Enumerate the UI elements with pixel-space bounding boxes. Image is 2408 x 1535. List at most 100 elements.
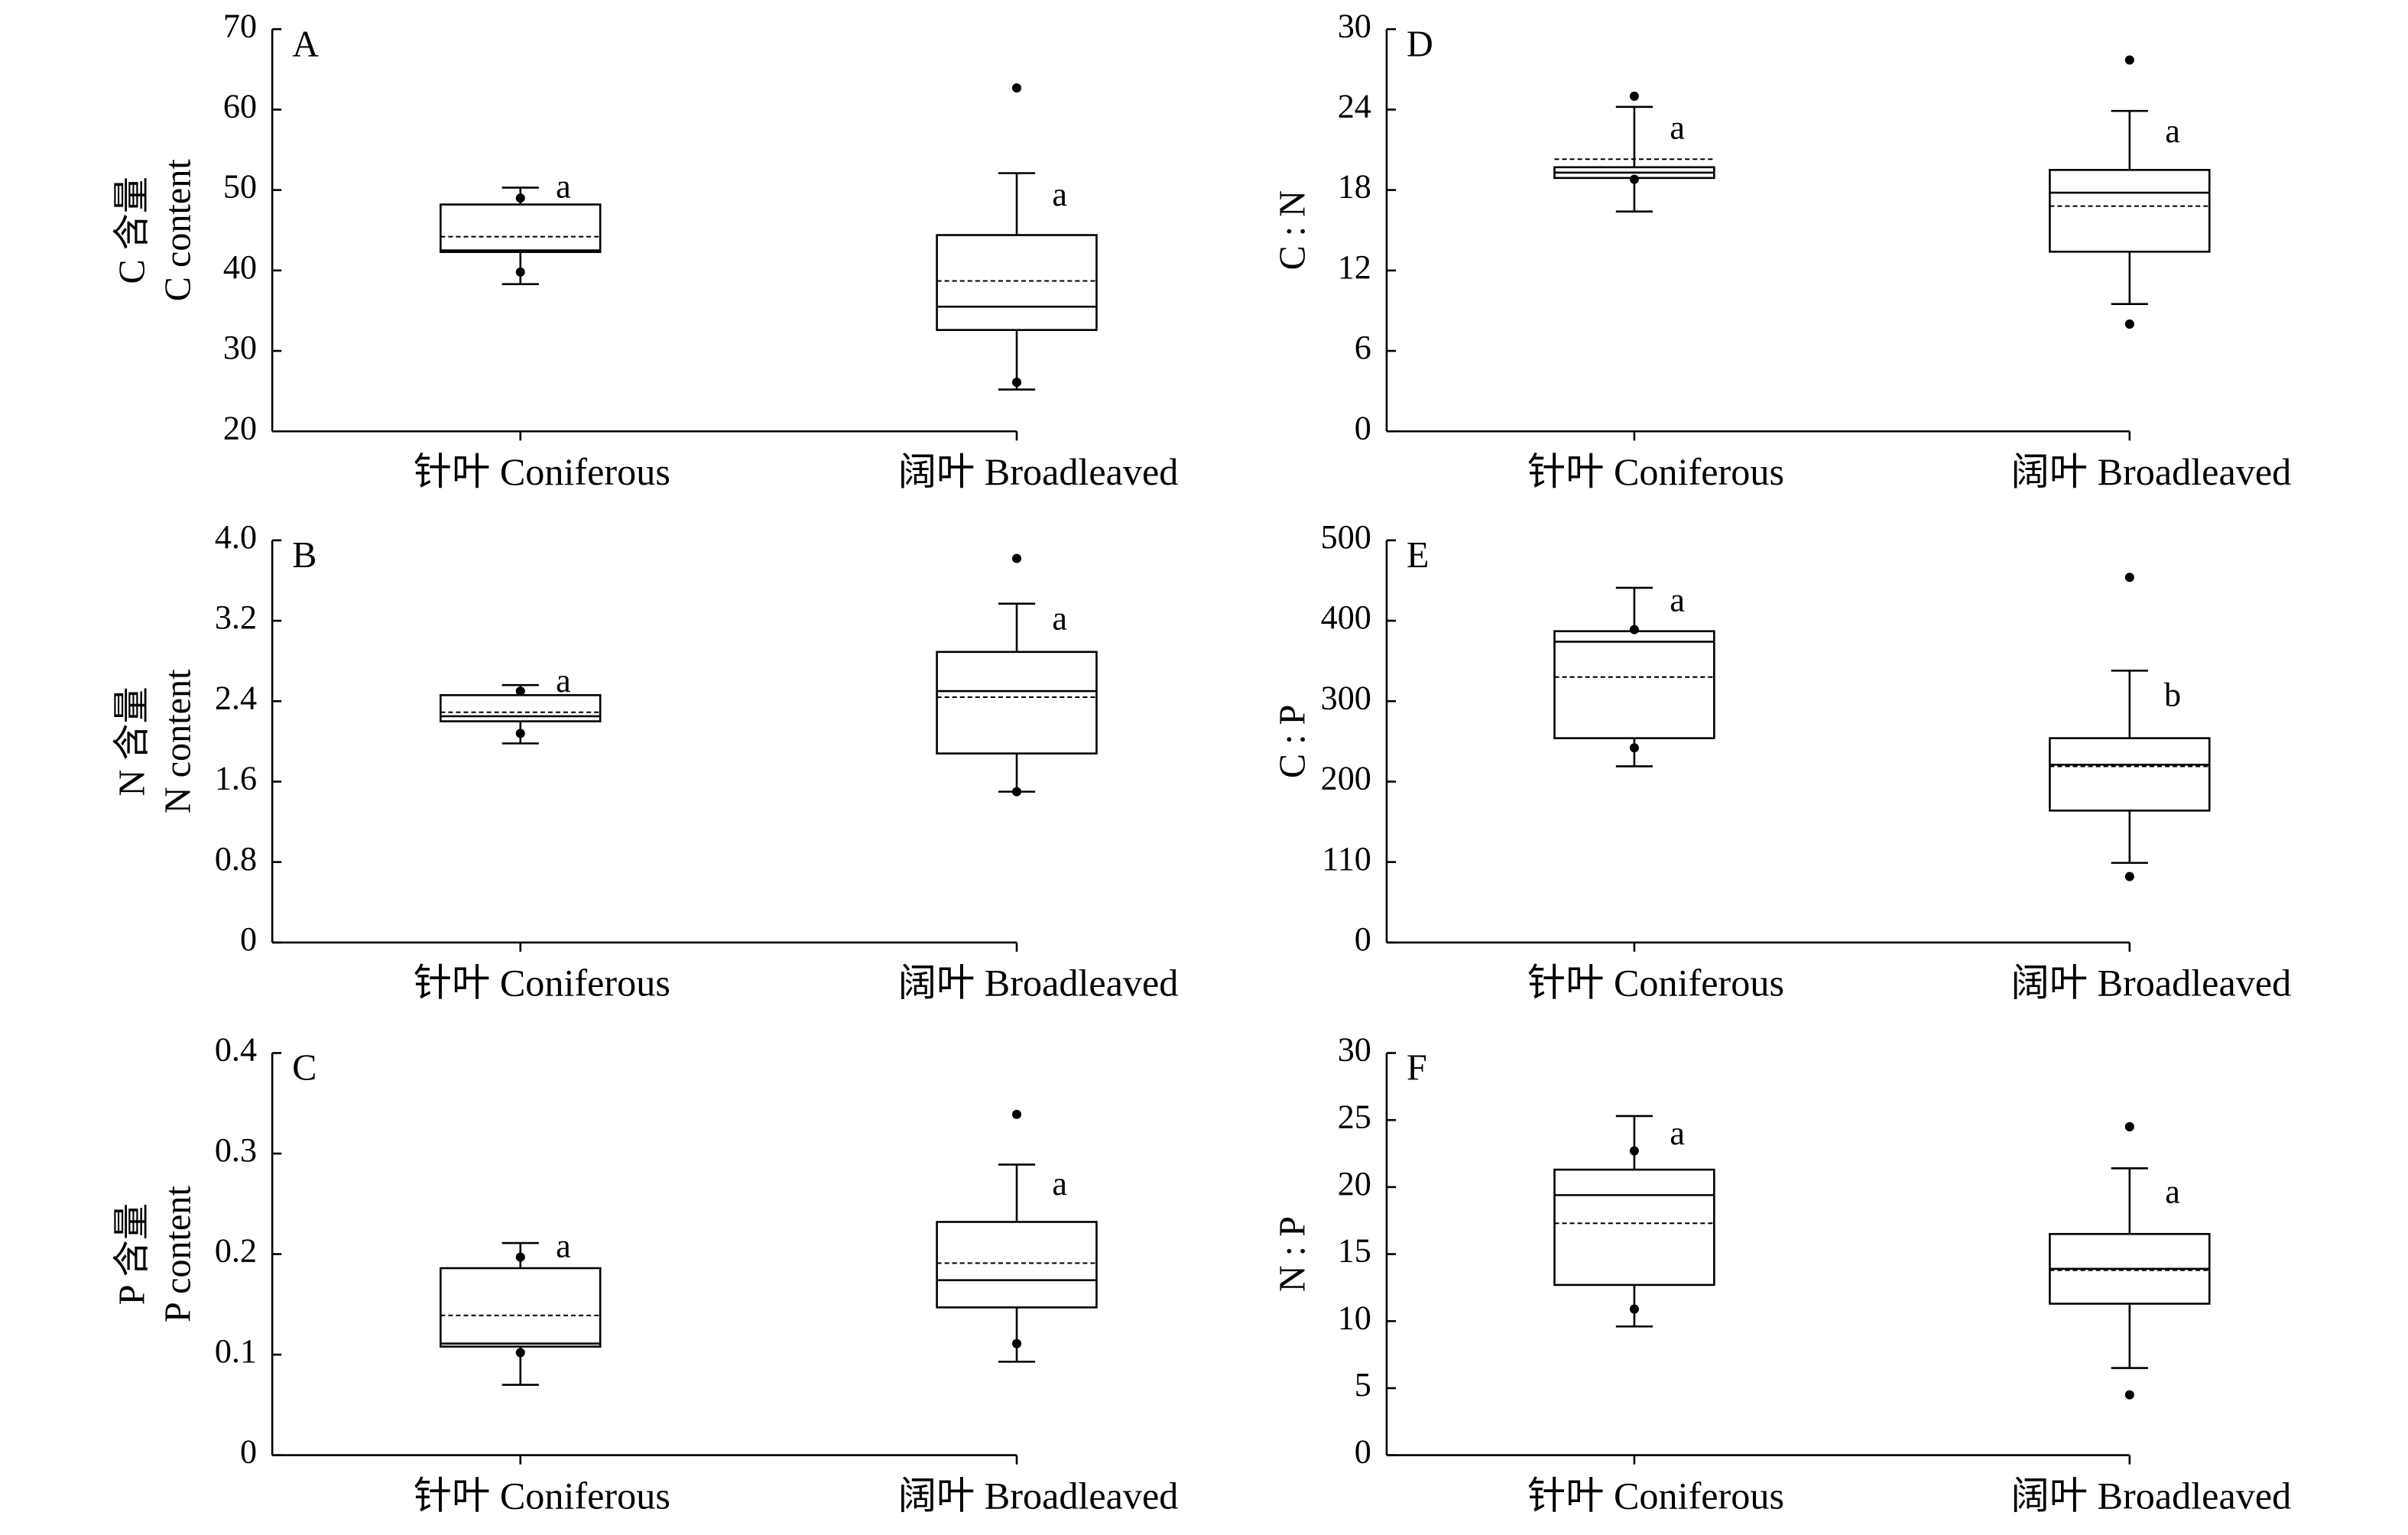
y-tick-label: 1.6 bbox=[215, 760, 257, 797]
y-axis-label: P 含量 bbox=[112, 1203, 152, 1305]
outlier bbox=[515, 267, 525, 277]
box bbox=[2049, 168, 2211, 253]
x-tick-label: 针叶 Coniferous bbox=[414, 450, 670, 493]
outlier bbox=[1629, 1146, 1639, 1156]
box bbox=[936, 234, 1098, 331]
y-tick-label: 4.0 bbox=[215, 518, 257, 556]
panel-label: F bbox=[1407, 1048, 1427, 1089]
box bbox=[936, 1221, 1098, 1309]
panel-label: C bbox=[292, 1048, 316, 1089]
y-tick-label: 0.8 bbox=[215, 840, 257, 878]
y-axis-label: P content bbox=[158, 1185, 199, 1322]
y-tick-label: 3.2 bbox=[215, 599, 257, 636]
y-tick-label: 110 bbox=[1322, 840, 1371, 878]
y-tick-label: 0 bbox=[1355, 1433, 1371, 1471]
y-tick-label: 5 bbox=[1355, 1366, 1371, 1404]
panel-label: B bbox=[292, 535, 316, 576]
x-tick-label: 针叶 Coniferous bbox=[1527, 1474, 1784, 1517]
outlier bbox=[2124, 1121, 2134, 1131]
outlier bbox=[1012, 787, 1022, 797]
y-tick-label: 0 bbox=[240, 920, 257, 958]
outlier bbox=[1629, 743, 1639, 753]
outlier bbox=[1629, 625, 1639, 634]
outlier bbox=[1629, 91, 1639, 101]
box bbox=[2049, 737, 2211, 812]
panel-label: E bbox=[1407, 535, 1429, 576]
x-tick-label: 阔叶 Broadleaved bbox=[898, 962, 1179, 1004]
outlier bbox=[1629, 174, 1639, 184]
y-tick-label: 500 bbox=[1321, 518, 1371, 556]
outlier bbox=[515, 729, 525, 738]
y-tick-label: 15 bbox=[1338, 1232, 1371, 1270]
outlier bbox=[2124, 871, 2134, 881]
outlier bbox=[2124, 55, 2134, 65]
outlier bbox=[2124, 1390, 2134, 1400]
significance-letter: a bbox=[556, 662, 571, 699]
y-tick-label: 60 bbox=[223, 88, 257, 125]
y-tick-label: 30 bbox=[223, 329, 257, 366]
y-axis-label: N content bbox=[158, 669, 199, 813]
y-tick-label: 30 bbox=[1338, 7, 1371, 44]
box bbox=[440, 1267, 602, 1348]
significance-letter: a bbox=[1670, 109, 1685, 146]
y-axis-label: C : N bbox=[1273, 190, 1313, 270]
y-tick-label: 0 bbox=[1355, 920, 1371, 958]
box bbox=[440, 203, 602, 253]
y-tick-label: 50 bbox=[223, 168, 257, 206]
outlier bbox=[2124, 319, 2134, 329]
significance-letter: b bbox=[2164, 677, 2181, 714]
box bbox=[440, 694, 602, 722]
y-tick-label: 0.2 bbox=[215, 1232, 257, 1270]
y-axis-label: N : P bbox=[1273, 1216, 1313, 1292]
y-tick-label: 40 bbox=[223, 248, 257, 286]
x-tick-label: 阔叶 Broadleaved bbox=[898, 450, 1179, 493]
y-tick-label: 0.4 bbox=[215, 1031, 257, 1069]
y-axis-label: C : P bbox=[1273, 705, 1313, 778]
outlier bbox=[1012, 553, 1022, 563]
outlier bbox=[1012, 1339, 1022, 1348]
y-tick-label: 300 bbox=[1321, 679, 1371, 716]
y-tick-label: 20 bbox=[223, 409, 257, 446]
y-tick-label: 0.3 bbox=[215, 1131, 257, 1169]
x-tick-label: 阔叶 Broadleaved bbox=[2011, 450, 2292, 493]
outlier bbox=[515, 1348, 525, 1358]
box bbox=[1553, 1168, 1715, 1287]
significance-letter: a bbox=[2165, 112, 2180, 150]
outlier bbox=[515, 686, 525, 696]
y-tick-label: 200 bbox=[1321, 760, 1371, 797]
y-tick-label: 18 bbox=[1338, 168, 1371, 206]
outlier bbox=[2124, 573, 2134, 583]
y-tick-label: 0 bbox=[240, 1433, 257, 1471]
panel-label: A bbox=[292, 24, 319, 64]
y-tick-label: 400 bbox=[1321, 599, 1371, 636]
y-tick-label: 20 bbox=[1338, 1165, 1371, 1202]
y-axis-label: C content bbox=[158, 159, 199, 302]
x-tick-label: 针叶 Coniferous bbox=[414, 1474, 670, 1517]
x-tick-label: 阔叶 Broadleaved bbox=[898, 1474, 1179, 1517]
outlier bbox=[1012, 1109, 1022, 1119]
significance-letter: a bbox=[1052, 599, 1067, 637]
significance-letter: a bbox=[2165, 1173, 2180, 1210]
x-tick-label: 针叶 Coniferous bbox=[414, 962, 670, 1004]
y-tick-label: 0.1 bbox=[215, 1332, 257, 1370]
outlier bbox=[1012, 83, 1022, 92]
y-tick-label: 70 bbox=[223, 7, 257, 44]
y-tick-label: 24 bbox=[1338, 88, 1371, 125]
outlier bbox=[515, 193, 525, 203]
panel-label: D bbox=[1407, 24, 1433, 64]
y-tick-label: 2.4 bbox=[215, 679, 257, 716]
y-tick-label: 10 bbox=[1338, 1299, 1371, 1336]
y-axis-label: N 含量 bbox=[112, 686, 152, 796]
x-tick-label: 针叶 Coniferous bbox=[1527, 962, 1784, 1004]
significance-letter: a bbox=[556, 168, 571, 206]
box bbox=[936, 651, 1098, 755]
y-axis-label: C 含量 bbox=[112, 177, 152, 284]
outlier bbox=[1629, 1304, 1639, 1314]
outlier bbox=[1012, 378, 1022, 388]
y-tick-label: 0 bbox=[1355, 409, 1371, 446]
y-tick-label: 30 bbox=[1338, 1031, 1371, 1069]
significance-letter: a bbox=[556, 1228, 571, 1265]
box bbox=[1553, 630, 1715, 739]
